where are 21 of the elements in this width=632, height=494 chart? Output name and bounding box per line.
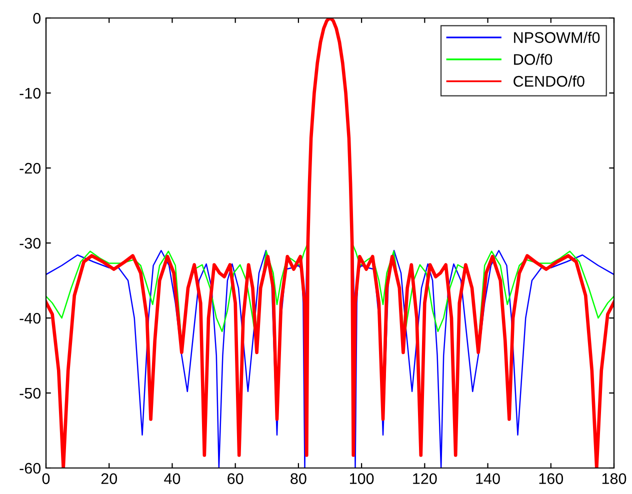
x-tick-label: 140 [476, 473, 500, 484]
y-tick-label: -30 [20, 238, 41, 249]
legend-label: CENDO/f0 [514, 76, 584, 87]
y-tick-label: 0 [33, 12, 41, 24]
legend-label: DO/f0 [514, 54, 552, 65]
y-tick-label: -60 [20, 462, 41, 474]
x-tick-label: 100 [350, 473, 374, 484]
x-tick-label: 180 [602, 473, 626, 484]
y-tick-label: -50 [20, 388, 41, 399]
x-tick-label: 0 [42, 473, 50, 484]
x-tick-label: 160 [539, 473, 564, 484]
x-tick-label: 120 [413, 473, 437, 484]
y-tick-label: -40 [20, 312, 41, 324]
x-tick-label: 60 [228, 473, 244, 484]
y-tick-label: -20 [20, 162, 41, 174]
x-tick-label: 40 [164, 473, 180, 484]
x-tick-label: 20 [101, 473, 118, 484]
x-tick-label: 80 [290, 473, 306, 484]
legend-label: NPSOWM/f0 [514, 32, 600, 43]
line-series [46, 18, 614, 468]
y-tick-label: -10 [20, 88, 41, 99]
